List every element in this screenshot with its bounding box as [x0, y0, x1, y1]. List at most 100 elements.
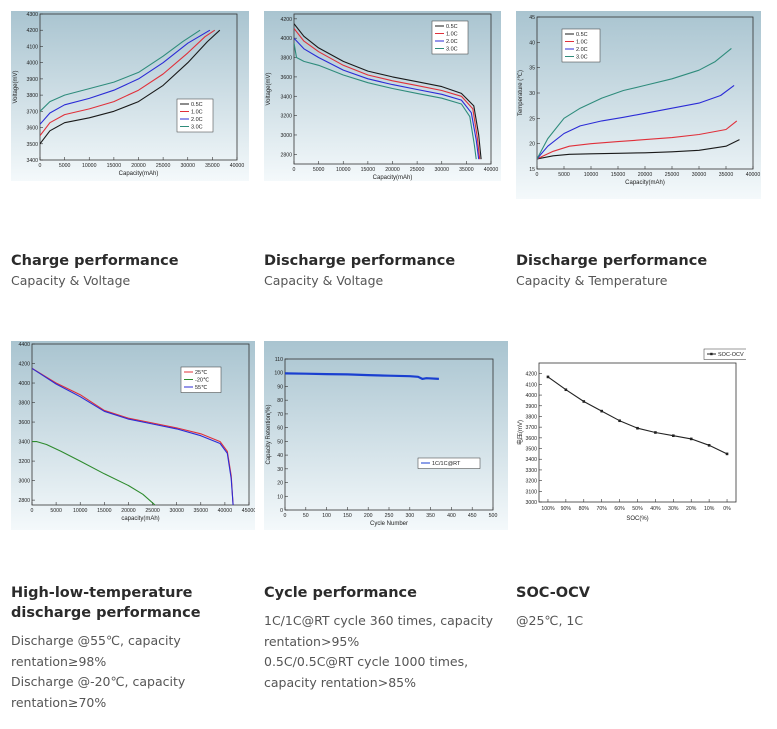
x-tick-label: 10000 [73, 508, 88, 514]
y-tick-label: 3800 [26, 93, 38, 99]
x-axis-label: Cycle Number [370, 521, 408, 527]
x-tick-label: 40000 [484, 167, 499, 173]
x-tick-label: 15000 [97, 508, 112, 514]
card-title: Cycle performance [264, 585, 417, 601]
y-tick-label: 90 [277, 384, 283, 390]
y-tick-label: 80 [277, 398, 283, 404]
data-point [707, 444, 711, 447]
series-line [40, 29, 221, 145]
x-tick-label: 5000 [313, 167, 325, 173]
data-point [546, 375, 550, 379]
x-tick-label: 15000 [611, 172, 626, 178]
legend-label: 3.0C [576, 55, 588, 61]
x-axis-label: Capacity(mAh) [373, 175, 413, 181]
desc-line: Discharge @55℃, capacity [11, 633, 181, 648]
y-axis-label: Voltage(mV) [13, 70, 19, 103]
x-tick-label: 10000 [82, 163, 97, 169]
data-point [672, 434, 675, 438]
y-tick-label: 4200 [280, 17, 292, 23]
data-point [636, 426, 639, 430]
x-tick-label: 30% [668, 506, 679, 512]
legend-label: 0.5C [446, 24, 458, 30]
legend-label: 25℃ [195, 370, 208, 376]
x-tick-label: 25000 [145, 508, 160, 514]
x-tick-label: 450 [468, 513, 477, 519]
x-tick-label: 80% [579, 506, 590, 512]
legend-label: 3.0C [446, 47, 458, 53]
y-tick-label: 3400 [525, 457, 537, 463]
y-tick-label: 3200 [280, 114, 292, 120]
series-line [285, 372, 439, 380]
card-title: Discharge performance [516, 253, 708, 269]
series-line [294, 23, 482, 160]
series-line [537, 84, 735, 160]
y-tick-label: 3200 [18, 459, 30, 465]
y-tick-label: 4200 [26, 28, 38, 34]
data-point [600, 409, 603, 413]
card-description: Discharge @55℃, capacity rentation≥98% D… [11, 631, 185, 713]
y-tick-label: 4200 [18, 362, 30, 368]
x-tick-label: 500 [489, 513, 498, 519]
y-tick-label: 60 [277, 426, 283, 432]
y-tick-label: 3900 [525, 404, 537, 410]
card-title: SOC-OCV [516, 585, 590, 601]
y-axis-label: Capacity Retention(%) [266, 404, 272, 464]
x-tick-label: 40% [650, 506, 661, 512]
y-tick-label: 2800 [18, 498, 30, 504]
y-tick-label: 4000 [18, 381, 30, 387]
chart-svg: 3000 3100 3200 3300 3400 3500 3600 3700 3800 3900… [516, 348, 746, 522]
x-tick-label: 25000 [665, 172, 680, 178]
y-tick-label: 70 [277, 412, 283, 418]
y-tick-label: 3800 [18, 401, 30, 407]
legend [417, 457, 481, 469]
card-description: Capacity & Voltage [11, 271, 130, 292]
legend-label: 0.5C [191, 102, 203, 108]
series-line [294, 28, 481, 160]
y-axis-label: 电压(mV) [516, 420, 524, 445]
x-tick-label: 0 [536, 172, 539, 178]
desc-line: rentation≥98% [11, 653, 107, 669]
x-tick-label: 20000 [638, 172, 653, 178]
x-tick-label: 30000 [435, 167, 450, 173]
x-tick-label: 0 [284, 513, 287, 519]
legend-label: 3.0C [191, 125, 203, 131]
legend-label: SOC-OCV [718, 352, 744, 358]
x-tick-label: 10% [704, 506, 715, 512]
y-tick-label: 20 [277, 481, 283, 487]
legend-label: 1.0C [191, 110, 203, 116]
y-axis-label: Voltage(mV) [266, 72, 272, 105]
x-tick-label: 0 [31, 508, 34, 514]
y-tick-label: 110 [275, 357, 283, 363]
y-tick-label: 30 [529, 91, 535, 97]
x-tick-label: 5000 [558, 172, 570, 178]
y-tick-label: 2800 [280, 152, 292, 158]
x-tick-label: 35000 [205, 163, 220, 169]
series-line [294, 37, 480, 160]
x-tick-label: 45000 [242, 508, 255, 514]
y-tick-label: 40 [277, 453, 283, 459]
y-tick-label: 3600 [525, 436, 537, 442]
x-tick-label: 90% [561, 506, 572, 512]
x-tick-label: 20% [686, 506, 697, 512]
x-tick-label: 150 [343, 513, 352, 519]
series-line [537, 139, 740, 160]
x-tick-label: 40000 [746, 172, 761, 178]
chart-svg: 3400 3500 3600 3700 3800 3900 4000 4100 4200 4300… [11, 11, 249, 181]
x-tick-label: 30000 [169, 508, 184, 514]
y-tick-label: 3700 [525, 425, 537, 431]
y-tick-label: 3400 [26, 158, 38, 164]
data-point [689, 437, 693, 441]
y-tick-label: 3300 [525, 468, 537, 474]
desc-line: 1C/1C@RT cycle 360 times, capacity [264, 613, 494, 628]
legend-label: 1C/1C@RT [432, 461, 461, 467]
y-tick-label: 3700 [26, 109, 38, 115]
plot-area [31, 343, 250, 506]
x-tick-label: 15000 [361, 167, 376, 173]
y-tick-label: 4300 [26, 12, 38, 18]
legend-label: 2.0C [191, 117, 203, 123]
chart-discharge-temperature: 15 20 25 30 35 40 45 0 5000 10000 15000 20000 25000 3… [516, 11, 761, 199]
chart-svg: 2800 3000 3200 3400 3600 3800 4000 4200 4400 0 500… [11, 341, 255, 530]
x-tick-label: 0% [723, 506, 731, 512]
legend-label: 2.0C [446, 39, 458, 45]
desc-line: @25℃, 1C [516, 613, 584, 628]
